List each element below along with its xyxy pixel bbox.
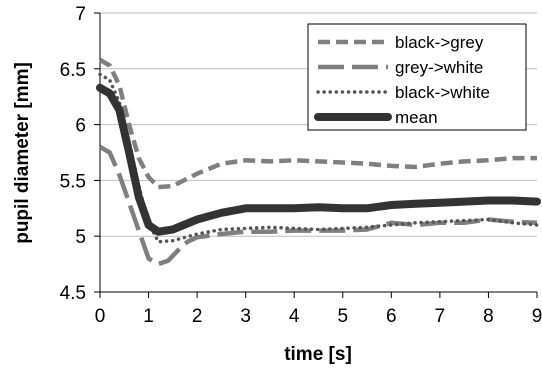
x-tick-label: 1 bbox=[143, 306, 154, 327]
y-tick-label: 7 bbox=[75, 4, 86, 25]
y-tick-label: 5 bbox=[75, 227, 86, 248]
y-tick-label: 4.5 bbox=[60, 283, 86, 304]
axes bbox=[99, 13, 537, 293]
x-tick-label: 9 bbox=[532, 306, 542, 327]
x-tick-label: 3 bbox=[240, 306, 251, 327]
x-tick-label: 6 bbox=[386, 306, 397, 327]
y-axis-title: pupil diameter [mm] bbox=[12, 62, 33, 244]
x-tick-label: 5 bbox=[337, 306, 348, 327]
x-axis-title: time [s] bbox=[284, 344, 352, 365]
legend-label-2: black->white bbox=[395, 83, 490, 102]
y-tick-label: 5.5 bbox=[60, 171, 86, 192]
legend: black->grey grey->white black->white mean bbox=[307, 23, 527, 131]
legend-label-0: black->grey bbox=[395, 33, 484, 52]
x-tick-label: 2 bbox=[192, 306, 203, 327]
series-line-0 bbox=[98, 57, 537, 190]
y-axis-ticks: 4.5 5 5.5 6 6.5 7 bbox=[60, 4, 100, 304]
x-tick-label: 4 bbox=[289, 306, 300, 327]
y-tick-label: 6 bbox=[75, 116, 86, 137]
series-lines bbox=[96, 57, 541, 267]
y-tick-label: 6.5 bbox=[60, 60, 86, 81]
legend-label-1: grey->white bbox=[395, 58, 483, 77]
series-line-3 bbox=[96, 83, 541, 236]
x-tick-label: 0 bbox=[95, 306, 106, 327]
x-tick-label: 7 bbox=[435, 306, 446, 327]
x-axis-ticks: 0 1 2 3 4 5 6 7 8 9 bbox=[95, 292, 542, 327]
x-tick-label: 8 bbox=[483, 306, 494, 327]
series-line-2 bbox=[98, 72, 539, 244]
legend-label-3: mean bbox=[395, 108, 438, 127]
